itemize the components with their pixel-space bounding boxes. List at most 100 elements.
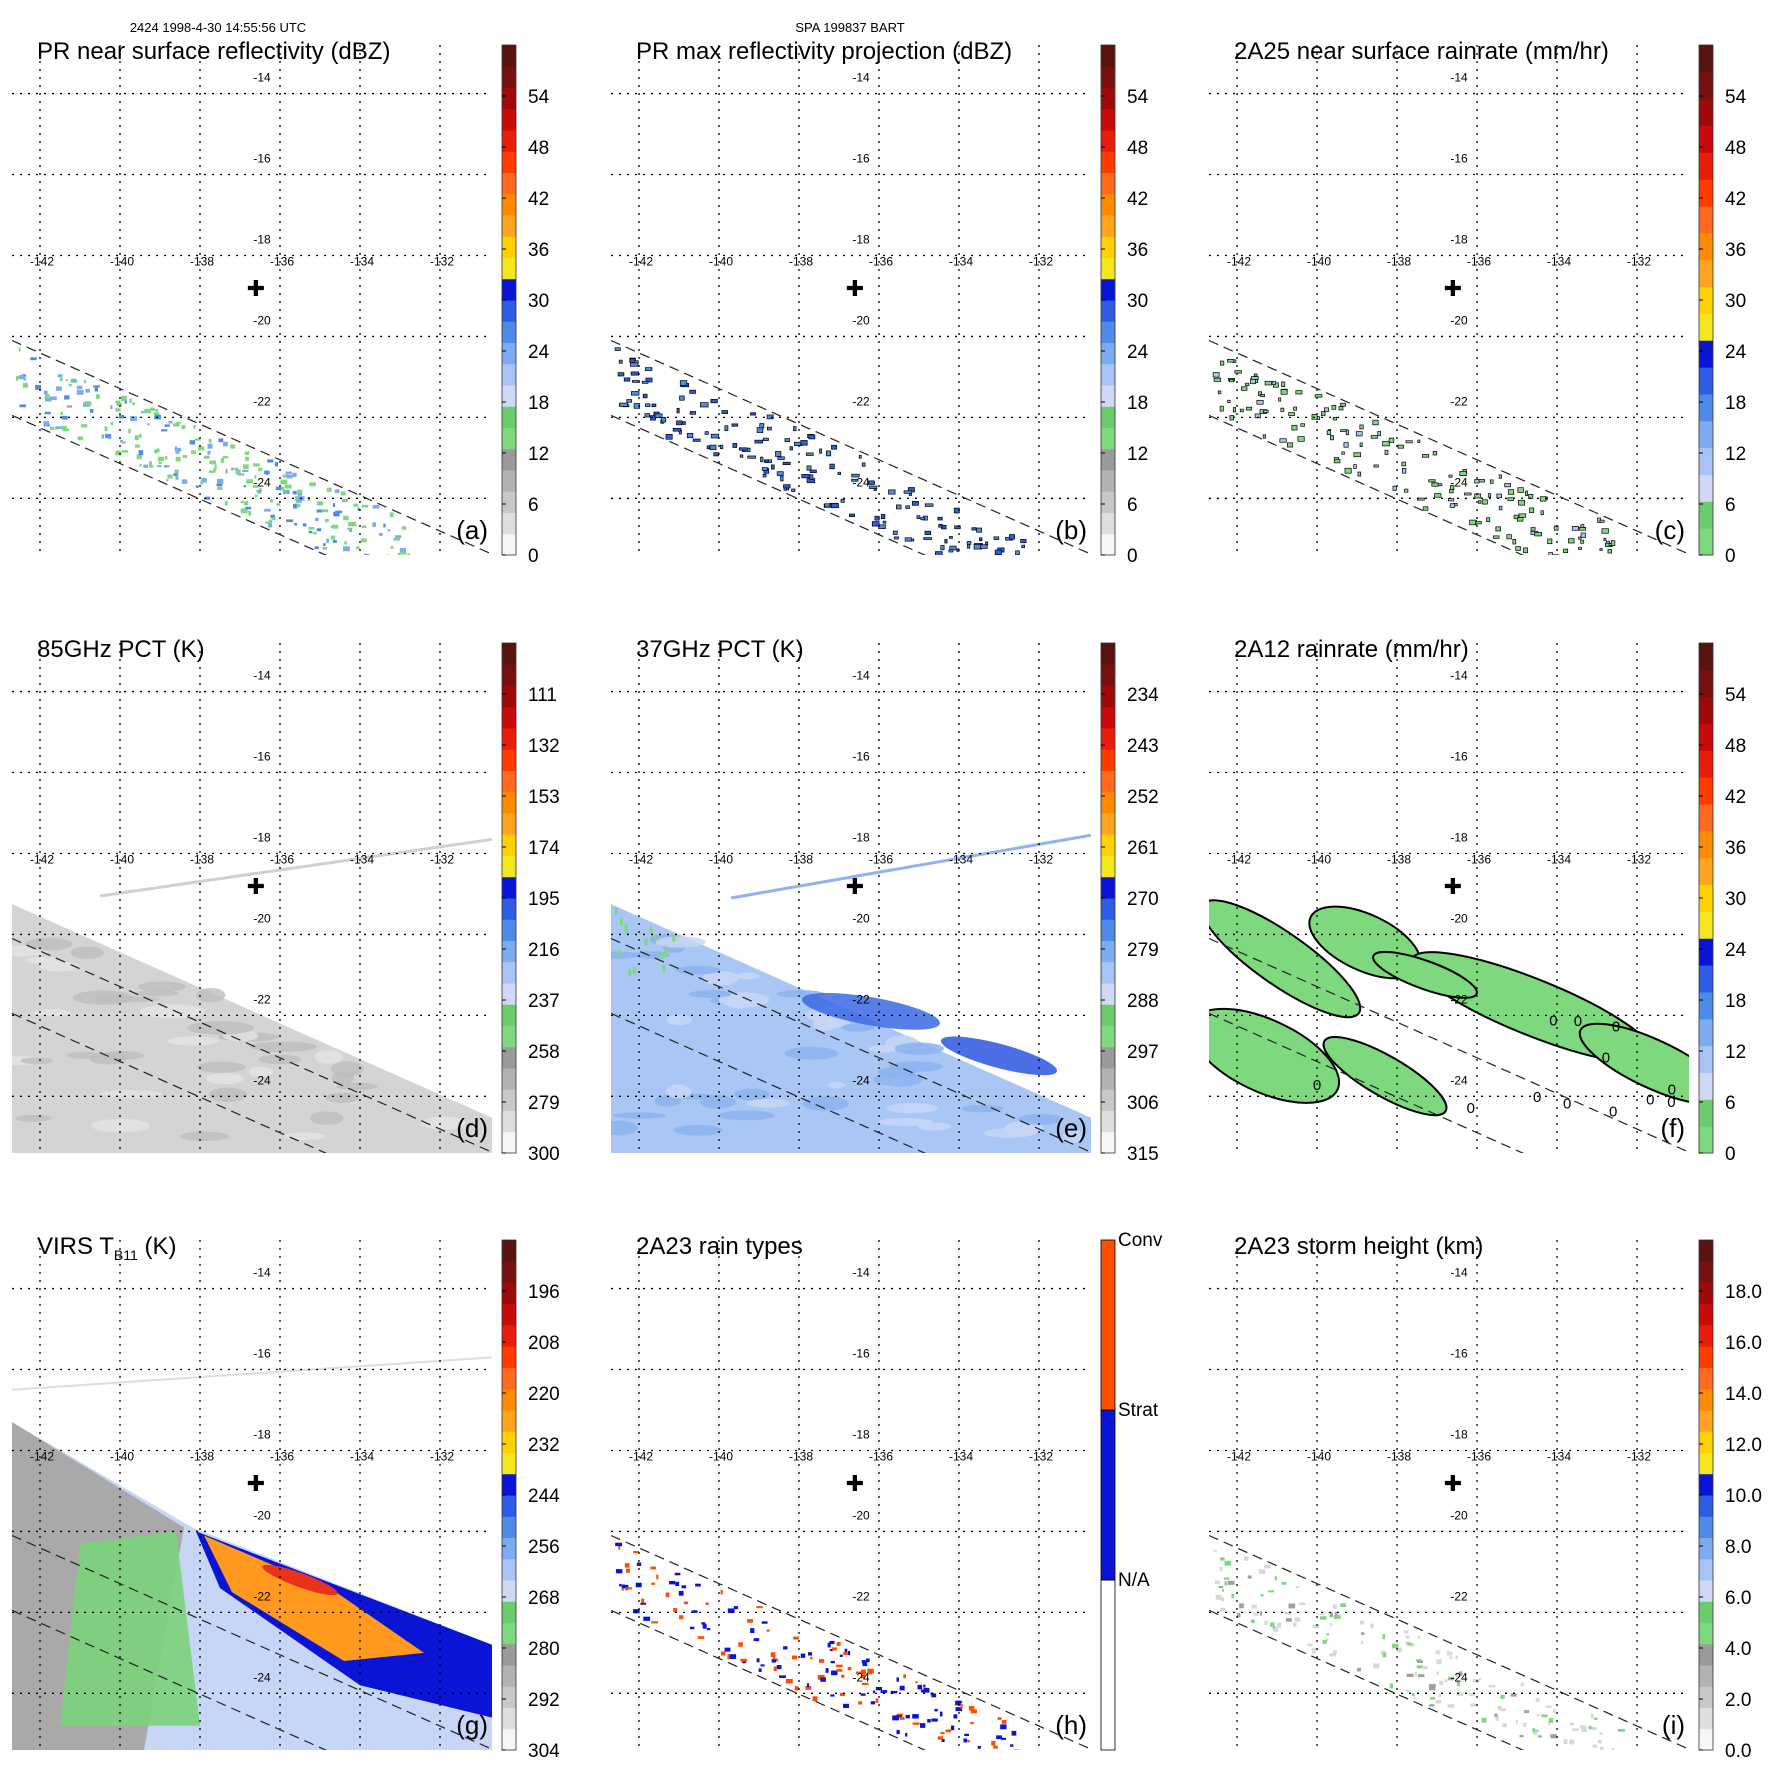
echo-pixel [265, 521, 272, 524]
echo-pixel [676, 420, 683, 426]
pr-swath-edge-north [1209, 1534, 1689, 1750]
pct-texture [718, 1110, 775, 1121]
echo-pixel [618, 1545, 621, 1550]
echo-pixel [1512, 539, 1517, 545]
echo-pixel [85, 388, 91, 393]
colorbar-segment [1101, 215, 1115, 237]
echo-pixel [110, 422, 114, 426]
echo-pixel [905, 1732, 908, 1737]
echo-pixel [248, 510, 252, 516]
echo-pixel [1329, 1612, 1333, 1618]
colorbar-segment [1100, 1579, 1116, 1751]
echo-pixel [719, 444, 724, 450]
echo-pixel [115, 450, 122, 456]
echo-pixel [861, 1669, 866, 1675]
echo-pixel [640, 1602, 647, 1605]
lon-label: -142 [30, 853, 54, 867]
echo-pixel [1563, 548, 1569, 554]
colorbar-segment [1101, 491, 1115, 513]
echo-pixel [43, 390, 48, 395]
colorbar-segment [1101, 533, 1115, 556]
echo-pixel [1312, 1650, 1317, 1654]
pr-swath-edge-south [12, 1012, 328, 1153]
echo-pixel [1432, 451, 1438, 456]
echo-pixel [143, 464, 149, 468]
lon-label: -138 [190, 853, 214, 867]
lon-label: -134 [949, 255, 973, 269]
panel-label: (b) [1055, 515, 1087, 545]
header-left: 2424 1998-4-30 14:55:56 UTC [130, 20, 306, 35]
colorbar-segment [1699, 1452, 1713, 1475]
echo-pixel [357, 507, 360, 511]
lat-label: -24 [253, 475, 271, 489]
echo-pixel [230, 444, 236, 449]
lon-label: -136 [869, 255, 893, 269]
center-cross-icon: ✚ [846, 276, 864, 301]
echo-pixel [343, 515, 349, 521]
rain-echoes [1212, 358, 1616, 555]
lon-label: -134 [1547, 1450, 1571, 1464]
lat-label: -18 [253, 830, 271, 844]
echo-pixel [771, 1659, 777, 1663]
echo-pixel [770, 1652, 776, 1657]
echo-pixel [89, 408, 94, 413]
echo-pixel [1273, 382, 1279, 388]
echo-pixel [844, 1648, 848, 1654]
echo-pixel [330, 535, 336, 540]
echo-pixel [841, 1674, 845, 1678]
echo-pixel [904, 537, 912, 542]
echo-pixel [720, 1651, 726, 1656]
echo-pixel [1507, 489, 1515, 495]
echo-pixel [766, 414, 774, 420]
colorbar-segment [502, 1537, 516, 1560]
colorbar-segment [502, 1431, 516, 1453]
echo-pixel [1599, 1732, 1602, 1735]
echo-pixel [1333, 458, 1341, 464]
echo-pixel [689, 389, 696, 394]
colorbar-segment [1699, 1072, 1713, 1100]
echo-pixel [49, 426, 55, 431]
echo-pixel [1372, 419, 1379, 426]
echo-pixel [55, 386, 62, 391]
echo-pixel [871, 521, 880, 527]
echo-pixel [1340, 429, 1347, 433]
echo-pixel [62, 428, 70, 432]
lon-label: -132 [1627, 853, 1651, 867]
echo-pixel [1611, 1748, 1614, 1750]
echo-pixel [809, 474, 814, 480]
echo-pixel [35, 385, 42, 390]
colorbar-segment [502, 385, 516, 407]
echo-pixel [713, 452, 719, 457]
map-area: -14 -16 -18 -20 -22 -24 -142 -140 -138 -136 -134 -1… [611, 1240, 1091, 1750]
echo-pixel [1418, 1674, 1425, 1678]
pct-texture [654, 1095, 682, 1107]
echo-pixel [700, 402, 709, 408]
echo-pixel [937, 1736, 944, 1740]
echo-pixel [19, 404, 26, 408]
echo-pixel [315, 517, 319, 522]
echo-pixel [1520, 1682, 1524, 1687]
colorbar-tick-label: 280 [528, 1639, 560, 1660]
echo-pixel [825, 1668, 829, 1673]
echo-pixel [1011, 1730, 1017, 1736]
echo-pixel [980, 544, 988, 549]
echo-pixel [223, 455, 229, 459]
echo-pixel [691, 1610, 698, 1613]
echo-pixel [153, 412, 160, 416]
echo-pixel [294, 523, 298, 526]
echo-pixel [633, 403, 641, 409]
colorbar-category-label: Conv [1118, 1230, 1163, 1251]
echo-pixel [917, 1684, 923, 1690]
colorbar-tick-label: 6 [1127, 495, 1138, 516]
echo-pixel [1250, 1619, 1255, 1623]
echo-pixel [279, 486, 285, 491]
echo-pixel [1221, 1589, 1225, 1592]
echo-pixel [308, 527, 315, 530]
lon-label: -142 [629, 1450, 653, 1464]
echo-pixel [1370, 435, 1379, 439]
panel-label: (e) [1055, 1113, 1087, 1143]
echo-pixel [397, 552, 401, 555]
scan-artifact [99, 837, 492, 898]
pct-pixel [649, 926, 653, 934]
echo-pixel [724, 1647, 731, 1652]
